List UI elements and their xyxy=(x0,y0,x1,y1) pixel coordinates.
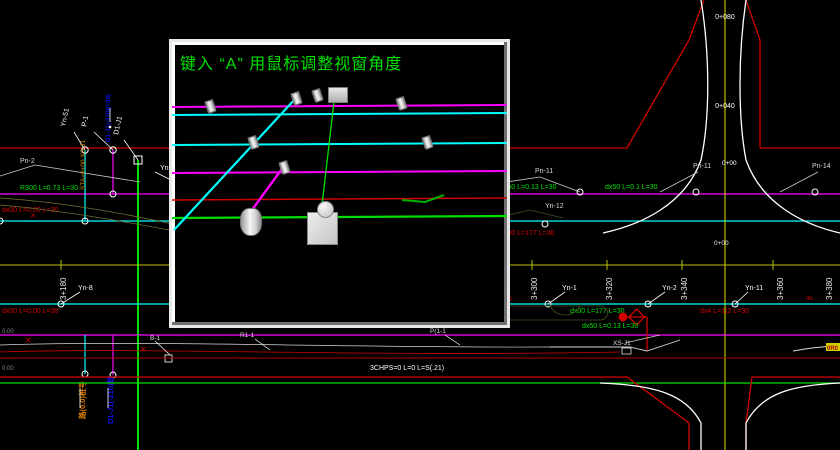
svg-text:0+080: 0+080 xyxy=(715,14,735,21)
svg-text:0+00: 0+00 xyxy=(722,160,737,167)
svg-text:Yn-11: Yn-11 xyxy=(745,285,763,292)
svg-text:3+300: 3+300 xyxy=(530,277,539,300)
svg-text:0R0: 0R0 xyxy=(827,346,839,352)
svg-text:dx50 L=0.1 L=30: dx50 L=0.1 L=30 xyxy=(605,184,658,191)
svg-text:P-1: P-1 xyxy=(81,115,90,127)
svg-text:0+00: 0+00 xyxy=(714,240,729,247)
svg-text:D1-J1(-210)(=30): D1-J1(-210)(=30) xyxy=(105,94,112,142)
svg-text:dx00 L=0.00 L=30: dx00 L=0.00 L=30 xyxy=(2,308,59,315)
svg-text:dx4 L=1(2 L=30: dx4 L=1(2 L=30 xyxy=(700,308,749,315)
svg-text:路(0.0)桩号: 路(0.0)桩号 xyxy=(77,381,87,419)
svg-text:dx: dx xyxy=(806,295,814,302)
svg-text:Pn-14: Pn-14 xyxy=(812,163,831,170)
svg-text:R300 L=0.73 L=30: R300 L=0.73 L=30 xyxy=(20,185,78,192)
svg-text:3+380: 3+380 xyxy=(825,277,834,300)
svg-text:Yn-1: Yn-1 xyxy=(562,285,577,292)
svg-text:3CHPS=0 L=0 L=S(.21): 3CHPS=0 L=0 L=S(.21) xyxy=(370,365,444,372)
svg-text:Pn-2: Pn-2 xyxy=(20,158,35,165)
svg-text:0.00: 0.00 xyxy=(2,366,14,372)
svg-text:3+360: 3+360 xyxy=(776,277,785,300)
svg-text:✕: ✕ xyxy=(30,213,36,220)
svg-text:Yn-51: Yn-51 xyxy=(60,108,71,128)
svg-text:✕: ✕ xyxy=(25,336,32,345)
svg-text:R1-1: R1-1 xyxy=(240,332,254,339)
svg-text:STA=0+00 XS-J1: STA=0+00 XS-J1 xyxy=(80,140,87,190)
svg-text:Pn-11: Pn-11 xyxy=(693,163,711,170)
svg-text:dx50 L=0.13 L=30: dx50 L=0.13 L=30 xyxy=(582,323,639,330)
svg-text:3+340: 3+340 xyxy=(680,277,689,300)
svg-text:XS-J1: XS-J1 xyxy=(613,340,631,347)
svg-text:Yn-8: Yn-8 xyxy=(78,285,93,292)
svg-text:0+040: 0+040 xyxy=(715,103,735,110)
svg-text:3+320: 3+320 xyxy=(605,277,614,300)
svg-text:0.00: 0.00 xyxy=(2,329,14,335)
svg-text:✕: ✕ xyxy=(140,345,147,354)
svg-text:Pn-11: Pn-11 xyxy=(535,168,553,175)
svg-text:Yn-2: Yn-2 xyxy=(662,285,677,292)
svg-text:P(1-1: P(1-1 xyxy=(430,328,446,335)
svg-text:3+180: 3+180 xyxy=(59,277,68,300)
svg-text:Yn-12: Yn-12 xyxy=(545,203,564,210)
svg-text:D1-J1: D1-J1 xyxy=(113,116,124,136)
